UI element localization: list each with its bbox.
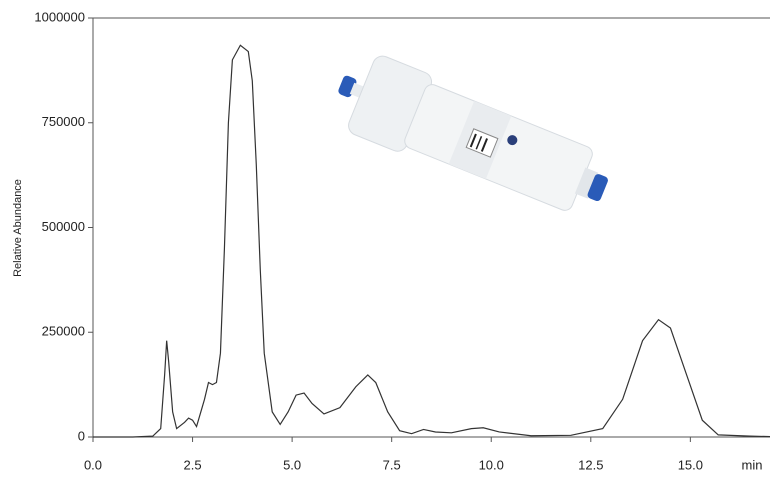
- x-tick-label: 10.0: [479, 457, 504, 472]
- y-tick-label: 0: [78, 428, 85, 443]
- x-tick-label: 2.5: [184, 457, 202, 472]
- y-tick-label: 750000: [42, 114, 85, 129]
- x-axis-label: min: [742, 457, 763, 472]
- x-tick-label: 12.5: [578, 457, 603, 472]
- x-tick-label: 15.0: [678, 457, 703, 472]
- y-tick-label: 1000000: [34, 9, 85, 24]
- column-image: [338, 55, 608, 211]
- chromatogram-trace: [93, 44, 771, 438]
- y-axis-label: Relative Abundance: [12, 179, 24, 277]
- y-tick-label: 250000: [42, 324, 85, 339]
- y-tick-label: 500000: [42, 219, 85, 234]
- x-tick-label: 5.0: [283, 457, 301, 472]
- x-tick-label: 7.5: [383, 457, 401, 472]
- x-tick-label: 0.0: [84, 457, 102, 472]
